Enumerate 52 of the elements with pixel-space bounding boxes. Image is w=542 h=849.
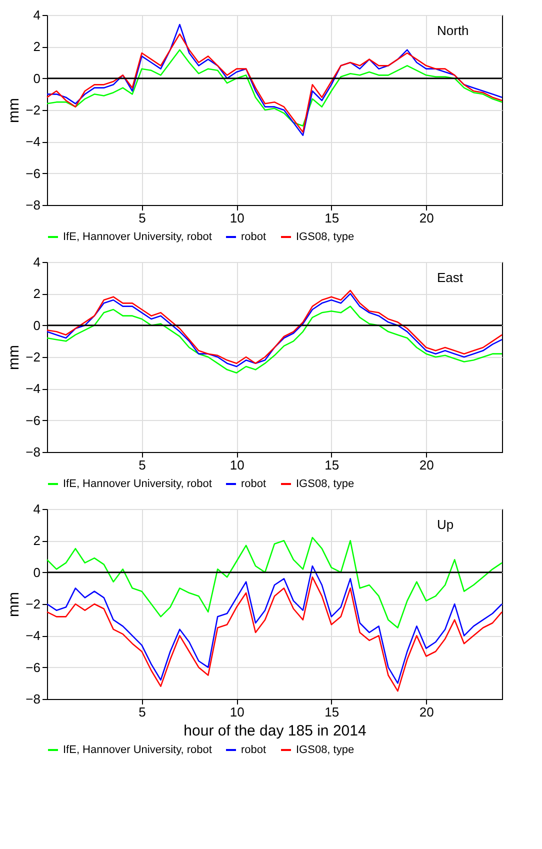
y-tick-label: 0 — [33, 70, 40, 86]
line-series — [46, 536, 503, 628]
text: Up — [437, 517, 454, 532]
x-tick-label: 10 — [230, 704, 244, 720]
x-tick-label: 15 — [324, 210, 340, 226]
y-tick-label: 4 — [33, 8, 40, 22]
y-tick-label: 2 — [33, 533, 40, 548]
legend-label: robot — [241, 478, 266, 490]
y-tick-label: −4 — [26, 134, 40, 150]
y-tick-label: −6 — [26, 166, 40, 181]
x-axis-title: hour of the day 185 in 2014 — [184, 722, 366, 740]
x-tick-label: 10 — [230, 458, 244, 472]
y-tick-label: −4 — [26, 381, 40, 396]
y-tick-label: 0 — [33, 318, 40, 333]
y-tick-label: −2 — [26, 596, 40, 612]
legend-label: IGS08, type — [296, 478, 354, 490]
legend-label: IfE, Hannover University, robot — [63, 478, 212, 490]
legend-label: IfE, Hannover University, robot — [63, 744, 212, 756]
y-tick-label: 4 — [33, 254, 40, 270]
legend-label: robot — [241, 744, 266, 756]
x-tick-label: 5 — [138, 458, 146, 472]
y-tick-label: 0 — [33, 564, 40, 580]
legend-label: IfE, Hannover University, robot — [63, 231, 212, 243]
y-tick-label: −8 — [26, 198, 40, 212]
x-tick-label: 15 — [324, 704, 340, 720]
y-tick-label: −8 — [26, 692, 40, 706]
y-tick-label: −6 — [26, 660, 40, 675]
x-tick-label: 5 — [138, 210, 146, 226]
y-tick-label: 4 — [33, 502, 40, 516]
y-axis-title: mm — [6, 592, 23, 617]
y-tick-label: 2 — [33, 286, 40, 302]
line-series — [46, 49, 503, 126]
legend-label: robot — [241, 231, 266, 243]
x-tick-label: 20 — [419, 458, 434, 472]
y-axis-title: mm — [6, 345, 23, 370]
legend-label: IGS08, type — [296, 744, 354, 756]
text: East — [437, 270, 464, 285]
x-tick-label: 10 — [230, 210, 244, 226]
y-tick-label: −4 — [26, 628, 40, 644]
x-tick-label: 20 — [419, 704, 434, 720]
y-tick-label: −8 — [26, 444, 40, 460]
x-tick-label: 15 — [324, 458, 340, 472]
y-tick-label: −6 — [26, 412, 40, 428]
text: North — [437, 23, 469, 38]
legend-label: IGS08, type — [296, 231, 354, 243]
x-tick-label: 20 — [419, 210, 434, 226]
line-series — [46, 306, 503, 374]
y-axis-title: mm — [6, 98, 23, 123]
x-tick-label: 5 — [138, 704, 146, 720]
y-tick-label: −2 — [26, 350, 40, 364]
y-tick-label: 2 — [33, 39, 40, 54]
y-tick-label: −2 — [26, 102, 40, 118]
